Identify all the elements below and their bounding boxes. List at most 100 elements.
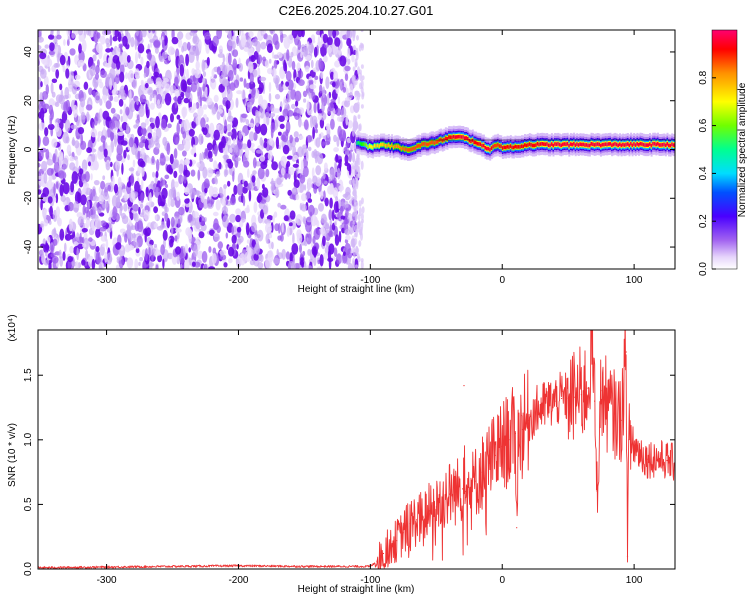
noise-blob xyxy=(118,99,124,107)
noise-blob xyxy=(356,35,359,41)
noise-blob xyxy=(356,101,360,109)
ridge-cell xyxy=(506,144,509,149)
ridge-cell xyxy=(536,142,539,146)
noise-blob xyxy=(126,123,130,135)
noise-blob xyxy=(279,123,285,129)
noise-blob xyxy=(109,95,114,102)
ridge-cell xyxy=(641,142,644,146)
snr-point xyxy=(613,413,615,415)
ridge-cell xyxy=(416,144,419,148)
noise-blob xyxy=(180,263,183,269)
ridge-cell xyxy=(475,140,477,145)
snr-point xyxy=(633,445,635,447)
noise-blob xyxy=(125,106,130,116)
noise-blob xyxy=(99,145,104,153)
noise-blob xyxy=(270,105,275,112)
noise-blob xyxy=(268,81,272,93)
ridge-cell xyxy=(362,142,365,146)
noise-blob xyxy=(59,228,65,241)
noise-blob xyxy=(58,94,65,105)
noise-blob xyxy=(76,232,80,242)
noise-blob xyxy=(244,147,250,159)
noise-blob xyxy=(94,218,102,230)
noise-blob xyxy=(275,186,279,199)
noise-blob xyxy=(229,147,233,154)
noise-blob xyxy=(80,133,83,146)
noise-blob xyxy=(286,227,290,237)
noise-blob xyxy=(334,161,337,170)
ridge-cell xyxy=(520,144,523,148)
noise-blob xyxy=(265,222,272,234)
ridge-cell xyxy=(645,143,648,147)
noise-blob xyxy=(272,67,277,79)
noise-blob xyxy=(203,178,210,190)
noise-blob xyxy=(38,175,44,180)
noise-blob xyxy=(227,40,234,47)
snr-point xyxy=(442,497,444,499)
ridge-cell xyxy=(530,143,533,147)
noise-blob xyxy=(141,30,147,38)
ridge-cell xyxy=(411,147,414,151)
noise-blob xyxy=(281,131,289,143)
noise-blob xyxy=(176,232,180,240)
noise-blob xyxy=(317,101,320,114)
noise-blob xyxy=(44,244,50,251)
snr-point xyxy=(463,385,465,387)
noise-blob xyxy=(298,79,305,86)
noise-blob xyxy=(93,30,99,43)
noise-blob xyxy=(156,99,161,106)
ridge-cell xyxy=(372,145,375,150)
noise-blob xyxy=(174,96,178,109)
noise-blob xyxy=(329,197,333,209)
noise-blob xyxy=(344,99,350,108)
noise-blob xyxy=(338,45,342,56)
snr-point xyxy=(554,400,556,402)
noise-blob xyxy=(183,119,190,132)
noise-blob xyxy=(287,261,295,269)
noise-blob xyxy=(296,62,301,72)
noise-blob xyxy=(307,198,313,203)
ridge-cell xyxy=(581,142,583,147)
noise-blob xyxy=(58,249,62,259)
noise-blob xyxy=(62,65,66,73)
noise-blob xyxy=(250,55,254,61)
noise-blob xyxy=(45,84,49,95)
ridge-cell xyxy=(650,143,653,148)
noise-blob xyxy=(139,203,144,209)
ridge-cell xyxy=(531,143,534,148)
noise-blob xyxy=(69,162,76,171)
noise-blob xyxy=(156,159,160,172)
noise-blob xyxy=(161,39,165,48)
ridge-cell xyxy=(607,142,610,146)
snr-frame xyxy=(37,329,676,570)
noise-blob xyxy=(77,62,81,67)
snr-point xyxy=(382,552,385,555)
noise-blob xyxy=(49,205,53,217)
noise-blob xyxy=(301,107,304,114)
noise-blob xyxy=(304,65,310,73)
noise-blob xyxy=(81,259,86,266)
x-tick-label: 0 xyxy=(499,575,505,586)
noise-blob xyxy=(84,206,89,214)
y-tick-label: 40 xyxy=(23,46,34,58)
noise-blob xyxy=(50,109,54,120)
colorbar-gradient xyxy=(711,29,738,270)
noise-blob xyxy=(322,172,326,180)
noise-blob xyxy=(62,251,66,261)
ridge-cell xyxy=(505,145,507,150)
noise-blob xyxy=(201,59,206,73)
noise-blob xyxy=(280,234,284,242)
noise-blob xyxy=(55,181,59,190)
noise-blob xyxy=(188,247,191,253)
noise-blob xyxy=(83,184,87,194)
snr-y-label: SNR (10 * v/v) xyxy=(7,423,18,487)
noise-blob xyxy=(218,186,223,196)
noise-blob xyxy=(212,35,219,47)
noise-blob xyxy=(300,266,307,269)
noise-blob xyxy=(73,241,79,247)
noise-blob xyxy=(295,100,299,107)
noise-blob xyxy=(123,203,128,212)
snr-point xyxy=(596,490,598,493)
noise-blob xyxy=(266,106,271,113)
noise-blob xyxy=(254,243,260,255)
